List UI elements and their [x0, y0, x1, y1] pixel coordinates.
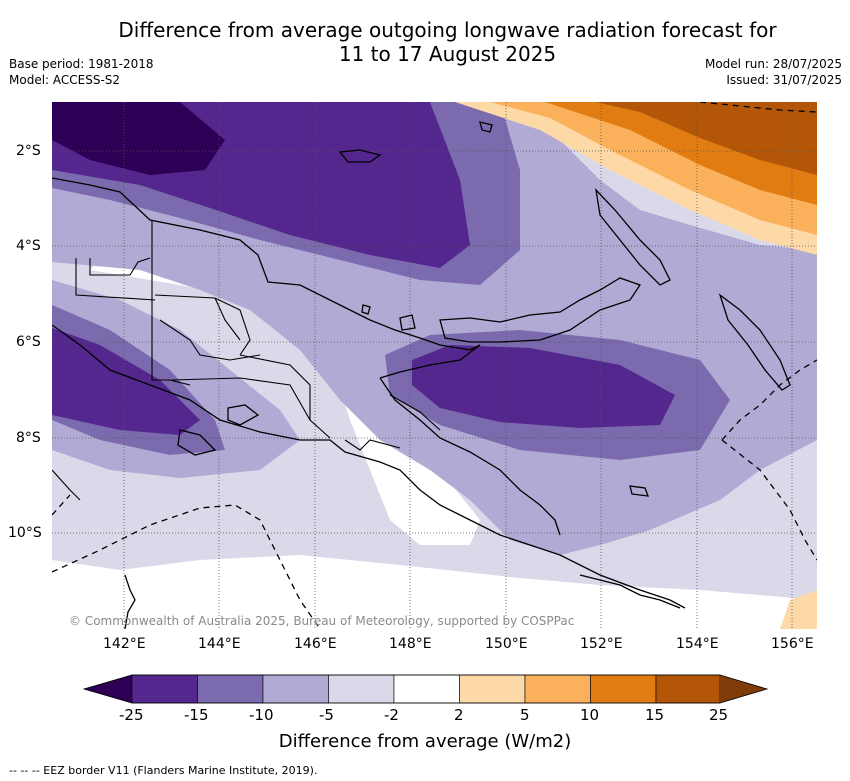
lat-label-2s: 2°S [16, 143, 41, 159]
lon-label-154e: 154°E [676, 636, 719, 652]
lon-label-142e: 142°E [103, 636, 146, 652]
lon-label-148e: 148°E [389, 636, 432, 652]
coast-kikori-delta [227, 404, 260, 426]
colorbar-swatch-6 [459, 674, 526, 704]
colorbar-label-10: 25 [709, 706, 729, 724]
colorbar-swatch-2 [197, 674, 264, 704]
colorbar-label-9: 15 [645, 706, 665, 724]
lon-label-144e: 144°E [198, 636, 241, 652]
boundary-highlands-1 [154, 294, 251, 356]
colorbar-swatch-5 [393, 674, 460, 704]
coastlines [52, 121, 791, 629]
colorbar-outline [82, 674, 769, 704]
coast-fly-delta [177, 429, 217, 456]
meta-right: Model run: 28/07/2025 Issued: 31/07/2025 [705, 56, 842, 88]
coast-bougainville [718, 293, 791, 391]
lat-label-4s: 4°S [16, 238, 41, 254]
coast-cape-york [124, 574, 136, 629]
eez-borders [52, 102, 817, 629]
colorbar-arrow-right [720, 675, 767, 703]
coast-island-2 [399, 314, 416, 331]
field-white-central [90, 258, 480, 545]
boundary-oro [389, 394, 441, 431]
boundary-highlands-3 [214, 297, 241, 341]
coast-louisiade [579, 574, 681, 609]
model-name: Model: ACCESS-S2 [9, 73, 121, 87]
colorbar-label-6: 2 [454, 706, 464, 724]
lon-label-152e: 152°E [580, 636, 623, 652]
colorbar-swatch-3 [262, 674, 329, 704]
coast-manus [338, 149, 382, 163]
colorbar-arrow-left [84, 675, 132, 703]
eez-legend-note: -- -- -- EEZ border V11 (Flanders Marine… [9, 764, 318, 777]
field-dark-purple-west [52, 328, 200, 435]
admin-boundaries [52, 220, 441, 501]
map-field [52, 102, 817, 629]
boundary-chimbu [239, 354, 311, 420]
colorbar-swatch-7 [524, 674, 591, 704]
colorbar-label-5: -2 [384, 706, 399, 724]
boundary-gulf [171, 377, 331, 439]
colorbar-label-3: -10 [249, 706, 274, 724]
colorbar-label-4: -5 [319, 706, 334, 724]
eez-border-west [52, 494, 71, 516]
title-line-1: Difference from average outgoing longwav… [118, 18, 777, 42]
coast-new-britain [439, 277, 642, 343]
coast-island-3 [361, 304, 371, 315]
colorbar-title: Difference from average (W/m2) [278, 731, 572, 752]
lat-label-10s: 10°S [8, 525, 42, 541]
lat-label-6s: 6°S [16, 334, 41, 350]
colorbar-swatch-8 [590, 674, 657, 704]
field-dark-purple-central [412, 345, 675, 428]
copyright-notice: © Commonwealth of Australia 2025, Bureau… [69, 614, 575, 628]
colorbar-swatch-9 [655, 674, 721, 704]
boundary-western-2 [75, 258, 156, 301]
boundary-central [344, 439, 401, 451]
coast-new-guinea-north [52, 177, 481, 379]
eez-border-south [52, 504, 321, 629]
coast-island-1 [479, 121, 493, 133]
boundary-sandaun [89, 257, 151, 276]
field-light-purple-east [780, 310, 817, 380]
boundary-highlands-2 [159, 319, 261, 361]
boundary-west-border [52, 469, 81, 501]
lon-label-146e: 146°E [294, 636, 337, 652]
base-period: Base period: 1981-2018 [9, 57, 154, 71]
colorbar-label-2: -15 [184, 706, 209, 724]
colorbar-swatch-4 [328, 674, 395, 704]
field-darkest-purple [52, 102, 225, 175]
eez-border-solomons-1 [721, 359, 817, 441]
coast-new-ireland [595, 188, 671, 286]
issued-date: Issued: 31/07/2025 [726, 73, 842, 87]
colorbar-label-1: -25 [119, 706, 144, 724]
meta-left: Base period: 1981-2018 Model: ACCESS-S2 [9, 56, 154, 88]
model-run: Model run: 28/07/2025 [704, 57, 842, 71]
field-pale-orange-se [780, 590, 817, 629]
eez-border-northeast [699, 102, 817, 113]
lat-label-8s: 8°S [16, 430, 41, 446]
field-dark-orange [595, 102, 817, 175]
title-line-2: 11 to 17 August 2025 [338, 42, 557, 66]
lon-label-150e: 150°E [485, 636, 528, 652]
coast-papuan-peninsula [379, 377, 561, 536]
lon-label-156e: 156°E [771, 636, 814, 652]
colorbar-label-8: 10 [580, 706, 600, 724]
gridlines [52, 102, 817, 629]
coast-woodlark [629, 485, 649, 497]
colorbar-swatch-1 [131, 674, 198, 704]
coast-new-guinea-south [52, 324, 686, 609]
field-white-south [52, 555, 817, 629]
colorbar-label-7: 5 [520, 706, 530, 724]
chart-title: Difference from average outgoing longwav… [0, 18, 850, 66]
